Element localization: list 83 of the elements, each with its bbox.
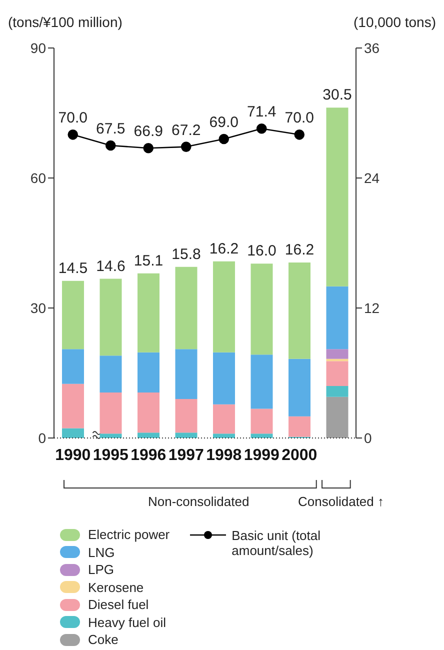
legend-label: Heavy fuel oil xyxy=(87,614,168,631)
legend-label: LNG xyxy=(87,544,116,561)
bar xyxy=(62,384,84,428)
bar xyxy=(62,428,84,438)
bar xyxy=(175,266,198,350)
legend-label: Basic unit (total amount/sales) xyxy=(232,528,322,558)
bar xyxy=(326,286,348,350)
total-label: 16.2 xyxy=(209,240,239,258)
x-tick-label: 1995 xyxy=(92,447,129,464)
legend-label: LPG xyxy=(87,561,116,578)
text: Non-consolidated xyxy=(148,494,250,509)
total-label: 15.1 xyxy=(134,252,164,270)
point xyxy=(180,142,192,152)
legend-label: Kerosene xyxy=(87,578,145,596)
bar xyxy=(100,356,122,392)
y2-tick-label: 36 xyxy=(364,40,380,56)
total-label: 14.6 xyxy=(96,258,126,275)
point xyxy=(294,130,305,140)
data-label: 67.2 xyxy=(172,122,201,139)
x-tick-label: 1999 xyxy=(244,447,280,464)
bar xyxy=(175,432,198,438)
bar xyxy=(326,358,348,362)
bar xyxy=(138,432,160,438)
x-tick-label: 1990 xyxy=(55,447,91,464)
bar xyxy=(288,416,310,437)
bar xyxy=(62,280,84,350)
bar xyxy=(288,262,310,359)
bar xyxy=(250,434,273,438)
bar xyxy=(213,434,235,438)
y2-axis-title: (10,000 tons) xyxy=(354,14,436,30)
y2-tick-label: 12 xyxy=(364,300,380,316)
bar xyxy=(326,361,348,386)
bar xyxy=(100,434,122,438)
y-tick-label: 0 xyxy=(38,430,46,446)
point xyxy=(218,134,230,144)
x-tick-label: 1997 xyxy=(168,447,204,464)
point xyxy=(143,142,154,154)
legend-label: Electric power xyxy=(87,526,170,544)
bar xyxy=(288,358,310,416)
bar xyxy=(138,392,160,433)
bar xyxy=(326,396,348,438)
data-label: 67.5 xyxy=(96,120,126,138)
total-label: 30.5 xyxy=(322,86,352,104)
bar xyxy=(326,386,348,397)
bar xyxy=(138,273,160,352)
bar xyxy=(138,352,160,392)
bar xyxy=(250,264,273,355)
bar xyxy=(250,408,273,434)
point xyxy=(105,140,116,151)
point xyxy=(68,130,78,140)
y2-tick-label: 0 xyxy=(364,430,372,446)
y-tick-label: 30 xyxy=(30,300,46,316)
legend-label: Diesel fuel xyxy=(87,596,150,614)
bar xyxy=(326,349,348,359)
bar xyxy=(175,349,198,399)
bar xyxy=(100,278,122,356)
point xyxy=(256,123,267,134)
bar xyxy=(326,108,348,286)
bar xyxy=(213,404,235,434)
data-label: 66.9 xyxy=(134,123,163,140)
total-label: 16.2 xyxy=(284,242,314,258)
data-label: 70.0 xyxy=(284,110,314,127)
y-tick-label: 60 xyxy=(30,170,46,186)
total-label: 14.5 xyxy=(58,260,88,277)
bar xyxy=(250,354,273,409)
legend-label: Coke xyxy=(87,631,120,648)
bar xyxy=(175,399,198,433)
total-label: 15.8 xyxy=(172,246,201,263)
data-label: 71.4 xyxy=(247,104,276,121)
bar xyxy=(62,349,84,384)
y2-tick-label: 24 xyxy=(364,170,380,186)
data-label: 69.0 xyxy=(209,114,238,131)
text: Consolidated ↑ xyxy=(298,494,384,509)
x-tick-label: 2000 xyxy=(282,447,318,464)
total-label: 16.0 xyxy=(247,242,276,260)
y-axis-title: (tons/¥100 million) xyxy=(8,14,122,30)
bar xyxy=(213,261,235,352)
y-tick-label: 90 xyxy=(30,40,46,56)
x-tick-label: 1996 xyxy=(130,447,166,464)
bar xyxy=(213,352,235,404)
bar xyxy=(100,392,122,434)
data-label: 70.0 xyxy=(58,110,88,127)
x-tick-label: 1998 xyxy=(206,447,242,464)
